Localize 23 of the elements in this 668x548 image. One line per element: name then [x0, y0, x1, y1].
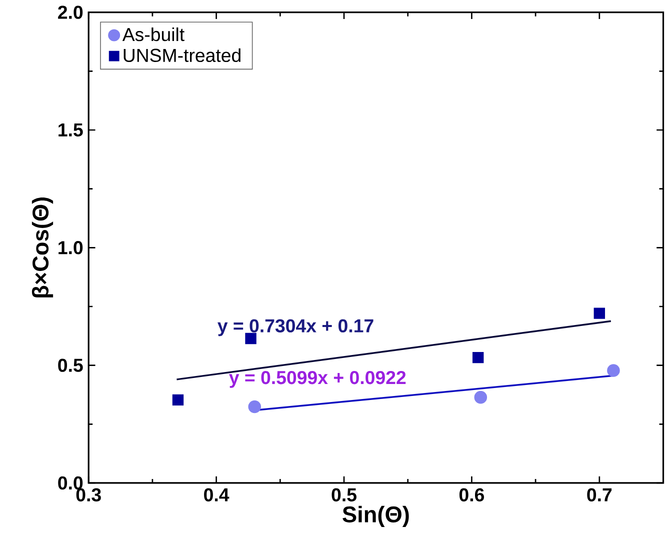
point — [607, 364, 620, 377]
x-tick-label: 0.7 — [587, 488, 612, 502]
x-tick-label: 0.5 — [332, 488, 356, 502]
x-axis-title: Sin(Θ) — [342, 506, 409, 527]
y-tick-label: 1.0 — [58, 241, 83, 254]
point — [472, 352, 484, 364]
point — [248, 400, 262, 414]
x-tick-label: 0.4 — [204, 488, 230, 502]
legend-label: UNSM-treated — [124, 48, 240, 62]
annotation: y = 0.7304x + 0.17 — [218, 319, 374, 336]
y-tick-label: 0.0 — [58, 476, 83, 490]
x-tick-label: 0.3 — [76, 488, 101, 502]
point — [172, 394, 184, 406]
annotation: y = 0.5099x + 0.0922 — [229, 370, 406, 388]
y-tick-label: 0.5 — [58, 358, 83, 372]
legend-label: As-built — [122, 27, 184, 42]
y-tick-label: 1.5 — [58, 123, 83, 137]
point — [245, 332, 256, 344]
point — [594, 308, 606, 319]
point — [474, 390, 488, 404]
x-tick-label: 0.6 — [459, 488, 484, 502]
y-axis-title: β×Cos(Θ) — [32, 197, 54, 298]
y-tick-label: 2.0 — [58, 6, 83, 19]
